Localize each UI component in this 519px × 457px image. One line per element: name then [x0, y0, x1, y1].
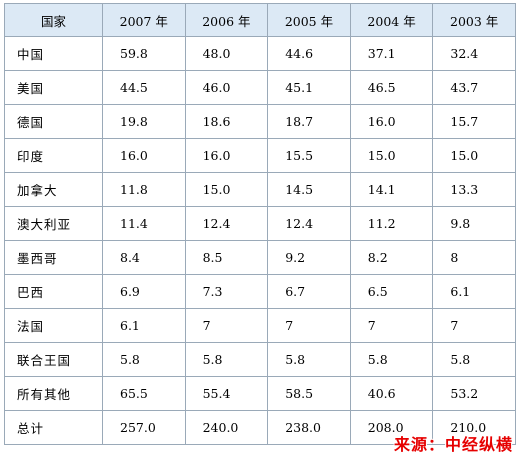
value-cell: 45.1 [267, 70, 351, 105]
country-cell: 所有其他 [4, 376, 103, 411]
value-cell: 11.4 [102, 206, 186, 241]
data-table: 国家 2007 年 2006 年 2005 年 2004 年 2003 年 中国… [4, 3, 516, 445]
header-2005: 2005 年 [267, 3, 351, 37]
value-cell: 14.5 [267, 172, 351, 207]
value-cell: 6.1 [432, 274, 516, 309]
value-cell: 7 [184, 308, 269, 343]
value-cell: 44.6 [267, 36, 351, 71]
source-watermark: 来源：中经纵横 [393, 435, 513, 454]
data-table-container: 国家 2007 年 2006 年 2005 年 2004 年 2003 年 中国… [4, 3, 516, 445]
value-cell: 18.7 [267, 104, 351, 139]
value-cell: 15.0 [349, 138, 434, 173]
header-2006: 2006 年 [184, 3, 269, 37]
value-cell: 15.7 [432, 104, 516, 139]
table-header: 国家 2007 年 2006 年 2005 年 2004 年 2003 年 [4, 3, 516, 37]
value-cell: 13.3 [432, 172, 516, 207]
value-cell: 14.1 [349, 172, 434, 207]
value-cell: 15.0 [184, 172, 269, 207]
table-row: 联合王国 5.8 5.8 5.8 5.8 5.8 [4, 342, 516, 377]
value-cell: 7 [267, 308, 351, 343]
country-cell: 印度 [4, 138, 103, 173]
value-cell: 5.8 [184, 342, 269, 377]
value-cell: 16.0 [184, 138, 269, 173]
value-cell: 15.5 [267, 138, 351, 173]
table-row: 巴西 6.9 7.3 6.7 6.5 6.1 [4, 274, 516, 309]
value-cell: 37.1 [349, 36, 434, 71]
country-cell: 中国 [4, 36, 103, 71]
value-cell: 7 [349, 308, 434, 343]
value-cell: 48.0 [184, 36, 269, 71]
table-row: 墨西哥 8.4 8.5 9.2 8.2 8 [4, 240, 516, 275]
country-cell: 巴西 [4, 274, 103, 309]
table-row: 美国 44.5 46.0 45.1 46.5 43.7 [4, 70, 516, 105]
country-cell: 美国 [4, 70, 103, 105]
country-cell: 澳大利亚 [4, 206, 103, 241]
country-cell: 联合王国 [4, 342, 103, 377]
value-cell: 15.0 [432, 138, 516, 173]
country-cell: 总计 [4, 410, 103, 445]
header-2007: 2007 年 [102, 3, 186, 37]
country-cell: 法国 [4, 308, 103, 343]
header-2004: 2004 年 [349, 3, 434, 37]
value-cell: 18.6 [184, 104, 269, 139]
country-cell: 墨西哥 [4, 240, 103, 275]
total-row: 总计 257.0 240.0 238.0 208.0 210.0 [4, 410, 516, 445]
header-row: 国家 2007 年 2006 年 2005 年 2004 年 2003 年 [4, 3, 516, 37]
value-cell: 16.0 [349, 104, 434, 139]
value-cell: 8 [432, 240, 516, 275]
value-cell: 8.2 [349, 240, 434, 275]
value-cell: 43.7 [432, 70, 516, 105]
value-cell: 40.6 [349, 376, 434, 411]
value-cell: 58.5 [267, 376, 351, 411]
value-cell: 12.4 [184, 206, 269, 241]
value-cell: 9.2 [267, 240, 351, 275]
value-cell: 46.5 [349, 70, 434, 105]
value-cell: 11.8 [102, 172, 186, 207]
value-cell: 240.0 [184, 410, 269, 445]
value-cell: 8.4 [102, 240, 186, 275]
value-cell: 6.7 [267, 274, 351, 309]
value-cell: 53.2 [432, 376, 516, 411]
value-cell: 5.8 [102, 342, 186, 377]
table-body: 中国 59.8 48.0 44.6 37.1 32.4 美国 44.5 46.0… [4, 36, 516, 445]
country-cell: 加拿大 [4, 172, 103, 207]
value-cell: 5.8 [432, 342, 516, 377]
value-cell: 44.5 [102, 70, 186, 105]
value-cell: 238.0 [267, 410, 351, 445]
value-cell: 9.8 [432, 206, 516, 241]
table-row: 法国 6.1 7 7 7 7 [4, 308, 516, 343]
table-row: 德国 19.8 18.6 18.7 16.0 15.7 [4, 104, 516, 139]
value-cell: 6.9 [102, 274, 186, 309]
value-cell: 19.8 [102, 104, 186, 139]
value-cell: 12.4 [267, 206, 351, 241]
value-cell: 16.0 [102, 138, 186, 173]
value-cell: 5.8 [267, 342, 351, 377]
table-row: 加拿大 11.8 15.0 14.5 14.1 13.3 [4, 172, 516, 207]
value-cell: 7 [432, 308, 516, 343]
header-2003: 2003 年 [432, 3, 516, 37]
value-cell: 59.8 [102, 36, 186, 71]
table-row: 澳大利亚 11.4 12.4 12.4 11.2 9.8 [4, 206, 516, 241]
table-row: 所有其他 65.5 55.4 58.5 40.6 53.2 [4, 376, 516, 411]
value-cell: 7.3 [184, 274, 269, 309]
value-cell: 6.1 [102, 308, 186, 343]
header-country: 国家 [4, 3, 103, 37]
value-cell: 32.4 [432, 36, 516, 71]
value-cell: 46.0 [184, 70, 269, 105]
value-cell: 55.4 [184, 376, 269, 411]
country-cell: 德国 [4, 104, 103, 139]
value-cell: 6.5 [349, 274, 434, 309]
value-cell: 11.2 [349, 206, 434, 241]
table-row: 中国 59.8 48.0 44.6 37.1 32.4 [4, 36, 516, 71]
value-cell: 5.8 [349, 342, 434, 377]
value-cell: 257.0 [102, 410, 186, 445]
table-row: 印度 16.0 16.0 15.5 15.0 15.0 [4, 138, 516, 173]
value-cell: 8.5 [184, 240, 269, 275]
value-cell: 210.0 [432, 410, 516, 445]
value-cell: 65.5 [102, 376, 186, 411]
